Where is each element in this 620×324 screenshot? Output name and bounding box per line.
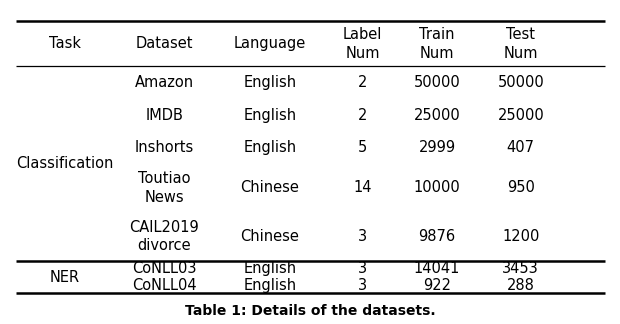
Text: Train
Num: Train Num — [419, 27, 455, 61]
Text: Amazon: Amazon — [135, 75, 194, 90]
Text: 2: 2 — [358, 75, 368, 90]
Text: Language: Language — [234, 36, 306, 51]
Text: Dataset: Dataset — [136, 36, 193, 51]
Text: English: English — [243, 75, 296, 90]
Text: IMDB: IMDB — [145, 108, 184, 122]
Text: Table 1: Details of the datasets.: Table 1: Details of the datasets. — [185, 304, 435, 318]
Text: 14: 14 — [353, 180, 372, 195]
Text: 2999: 2999 — [418, 140, 456, 155]
Text: 3453: 3453 — [502, 261, 539, 276]
Text: 950: 950 — [507, 180, 534, 195]
Text: 50000: 50000 — [497, 75, 544, 90]
Text: 5: 5 — [358, 140, 367, 155]
Text: CAIL2019
divorce: CAIL2019 divorce — [130, 220, 199, 253]
Text: 922: 922 — [423, 278, 451, 293]
Text: Label
Num: Label Num — [343, 27, 383, 61]
Text: 14041: 14041 — [414, 261, 460, 276]
Text: 25000: 25000 — [497, 108, 544, 122]
Text: 10000: 10000 — [414, 180, 461, 195]
Text: 288: 288 — [507, 278, 534, 293]
Text: English: English — [243, 108, 296, 122]
Text: 3: 3 — [358, 261, 367, 276]
Text: Chinese: Chinese — [241, 229, 299, 244]
Text: 50000: 50000 — [414, 75, 461, 90]
Text: 9876: 9876 — [418, 229, 456, 244]
Text: CoNLL04: CoNLL04 — [132, 278, 197, 293]
Text: CoNLL03: CoNLL03 — [132, 261, 197, 276]
Text: Chinese: Chinese — [241, 180, 299, 195]
Text: 3: 3 — [358, 229, 367, 244]
Text: Test
Num: Test Num — [503, 27, 538, 61]
Text: English: English — [243, 261, 296, 276]
Text: Toutiao
News: Toutiao News — [138, 171, 190, 205]
Text: 407: 407 — [507, 140, 535, 155]
Text: Classification: Classification — [16, 156, 114, 171]
Text: 1200: 1200 — [502, 229, 539, 244]
Text: English: English — [243, 140, 296, 155]
Text: NER: NER — [50, 270, 80, 284]
Text: English: English — [243, 278, 296, 293]
Text: 2: 2 — [358, 108, 368, 122]
Text: Task: Task — [49, 36, 81, 51]
Text: 3: 3 — [358, 278, 367, 293]
Text: Inshorts: Inshorts — [135, 140, 194, 155]
Text: 25000: 25000 — [414, 108, 461, 122]
